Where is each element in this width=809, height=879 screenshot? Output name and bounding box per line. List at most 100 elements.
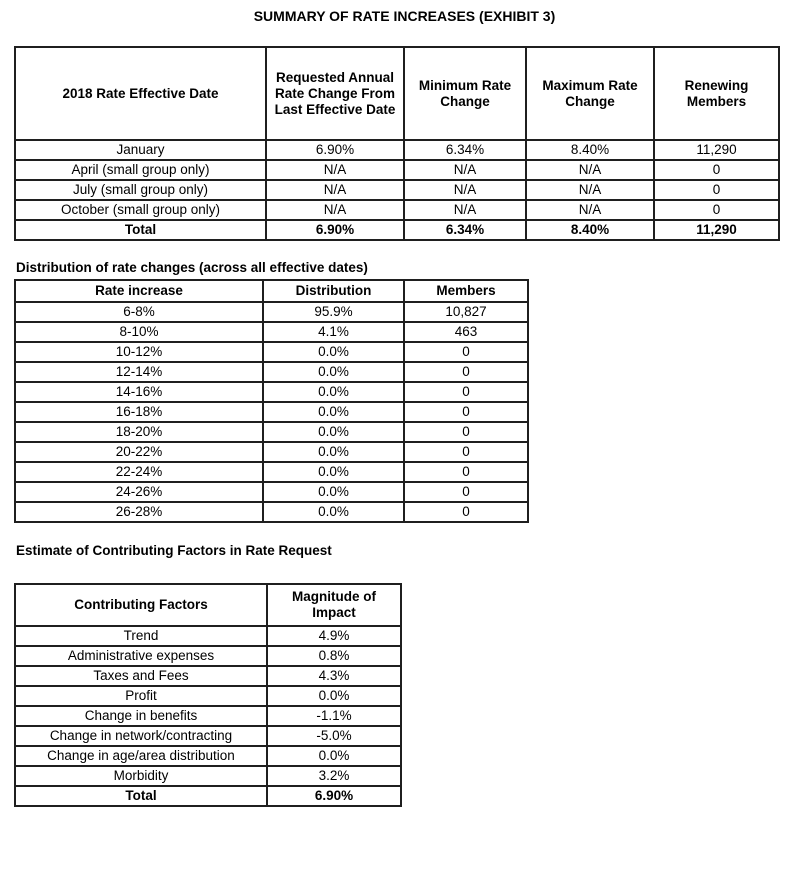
table-row: Change in network/contracting -5.0% — [14, 725, 402, 747]
header-cell: Maximum Rate Change — [525, 46, 655, 141]
data-cell: -5.0% — [266, 725, 402, 747]
data-cell: 6-8% — [14, 301, 264, 323]
data-cell: 0 — [403, 381, 529, 403]
data-cell: 6.34% — [403, 139, 527, 161]
data-cell: 0.0% — [262, 361, 405, 383]
distribution-heading: Distribution of rate changes (across all… — [16, 260, 368, 275]
data-cell: 0.0% — [262, 461, 405, 483]
data-cell: 3.2% — [266, 765, 402, 787]
contributing-factors-heading: Estimate of Contributing Factors in Rate… — [16, 543, 332, 558]
data-cell: 0 — [403, 461, 529, 483]
data-cell: N/A — [403, 159, 527, 181]
data-cell: N/A — [525, 199, 655, 221]
data-cell: 18-20% — [14, 421, 264, 443]
data-cell: N/A — [265, 159, 405, 181]
data-cell: 0 — [403, 421, 529, 443]
data-cell: N/A — [265, 199, 405, 221]
table-row: Change in benefits -1.1% — [14, 705, 402, 727]
header-cell: Renewing Members — [653, 46, 780, 141]
data-cell: 0.0% — [262, 381, 405, 403]
table-row: Administrative expenses 0.8% — [14, 645, 402, 667]
data-cell: Change in age/area distribution — [14, 745, 268, 767]
data-cell: 20-22% — [14, 441, 264, 463]
total-row: Total 6.90% 6.34% 8.40% 11,290 — [14, 219, 780, 241]
table-row: January 6.90% 6.34% 8.40% 11,290 — [14, 139, 780, 161]
data-cell: 0.0% — [262, 481, 405, 503]
data-cell: N/A — [403, 179, 527, 201]
data-cell: 0.0% — [262, 441, 405, 463]
data-cell: 22-24% — [14, 461, 264, 483]
data-cell: Profit — [14, 685, 268, 707]
data-cell: 8-10% — [14, 321, 264, 343]
table-row: 20-22% 0.0% 0 — [14, 441, 529, 463]
data-cell: 0 — [403, 341, 529, 363]
data-cell: 0 — [653, 159, 780, 181]
data-cell: October (small group only) — [14, 199, 267, 221]
total-cell: 6.34% — [403, 219, 527, 241]
table-row: 22-24% 0.0% 0 — [14, 461, 529, 483]
header-cell: Magnitude of Impact — [266, 583, 402, 627]
data-cell: 0.0% — [262, 341, 405, 363]
header-cell: Requested Annual Rate Change From Last E… — [265, 46, 405, 141]
total-cell: Total — [14, 785, 268, 807]
data-cell: N/A — [265, 179, 405, 201]
data-cell: 10,827 — [403, 301, 529, 323]
data-cell: 0 — [403, 501, 529, 523]
header-cell: Distribution — [262, 279, 405, 303]
total-cell: Total — [14, 219, 267, 241]
data-cell: Administrative expenses — [14, 645, 268, 667]
data-cell: 0 — [403, 361, 529, 383]
data-cell: Trend — [14, 625, 268, 647]
data-cell: 0.0% — [266, 685, 402, 707]
data-cell: July (small group only) — [14, 179, 267, 201]
table-row: 24-26% 0.0% 0 — [14, 481, 529, 503]
data-cell: 6.90% — [265, 139, 405, 161]
table-row: 14-16% 0.0% 0 — [14, 381, 529, 403]
table-row: Profit 0.0% — [14, 685, 402, 707]
data-cell: 0 — [403, 441, 529, 463]
header-cell: Rate increase — [14, 279, 264, 303]
data-cell: April (small group only) — [14, 159, 267, 181]
data-cell: -1.1% — [266, 705, 402, 727]
data-cell: 0 — [653, 199, 780, 221]
table-row: 26-28% 0.0% 0 — [14, 501, 529, 523]
data-cell: 12-14% — [14, 361, 264, 383]
data-cell: 16-18% — [14, 401, 264, 423]
data-cell: 0.0% — [262, 421, 405, 443]
data-cell: 0 — [403, 401, 529, 423]
data-cell: 463 — [403, 321, 529, 343]
data-cell: 4.9% — [266, 625, 402, 647]
table-row: 16-18% 0.0% 0 — [14, 401, 529, 423]
table-row: Trend 4.9% — [14, 625, 402, 647]
data-cell: 0.0% — [262, 401, 405, 423]
data-cell: Morbidity — [14, 765, 268, 787]
header-cell: Members — [403, 279, 529, 303]
data-cell: January — [14, 139, 267, 161]
data-cell: 0.0% — [262, 501, 405, 523]
total-row: Total 6.90% — [14, 785, 402, 807]
data-cell: 14-16% — [14, 381, 264, 403]
table-row: 6-8% 95.9% 10,827 — [14, 301, 529, 323]
table-row: Taxes and Fees 4.3% — [14, 665, 402, 687]
total-cell: 6.90% — [265, 219, 405, 241]
table-row: October (small group only) N/A N/A N/A 0 — [14, 199, 780, 221]
data-cell: 0.8% — [266, 645, 402, 667]
data-cell: N/A — [403, 199, 527, 221]
data-cell: 0 — [403, 481, 529, 503]
header-cell: Contributing Factors — [14, 583, 268, 627]
table-row: April (small group only) N/A N/A N/A 0 — [14, 159, 780, 181]
rate-table-header-row: 2018 Rate Effective Date Requested Annua… — [14, 46, 780, 141]
table-row: 18-20% 0.0% 0 — [14, 421, 529, 443]
table-row: Morbidity 3.2% — [14, 765, 402, 787]
table-row: July (small group only) N/A N/A N/A 0 — [14, 179, 780, 201]
header-cell: Minimum Rate Change — [403, 46, 527, 141]
data-cell: 95.9% — [262, 301, 405, 323]
data-cell: 4.3% — [266, 665, 402, 687]
table-row: 8-10% 4.1% 463 — [14, 321, 529, 343]
data-cell: N/A — [525, 159, 655, 181]
data-cell: Taxes and Fees — [14, 665, 268, 687]
data-cell: Change in network/contracting — [14, 725, 268, 747]
data-cell: 0 — [653, 179, 780, 201]
total-cell: 8.40% — [525, 219, 655, 241]
